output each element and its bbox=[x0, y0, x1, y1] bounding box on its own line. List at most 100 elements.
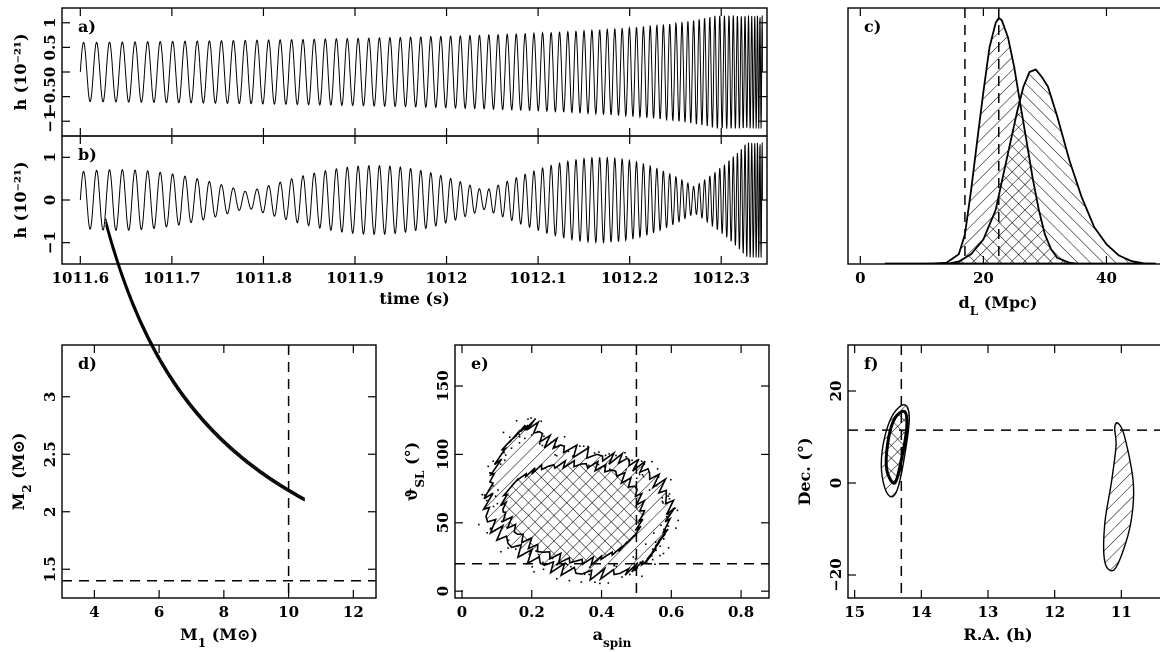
spin-speckle bbox=[542, 561, 544, 564]
spin-speckle bbox=[527, 418, 529, 420]
spin-speckle bbox=[635, 477, 638, 480]
spin-speckle bbox=[659, 545, 662, 547]
spin-speckle bbox=[656, 468, 659, 470]
spin-speckle bbox=[526, 427, 529, 430]
spin-speckle bbox=[486, 532, 488, 534]
d-ylabel: M2 (M⊙) bbox=[9, 433, 34, 511]
spin-speckle bbox=[641, 474, 644, 476]
spin-speckle bbox=[608, 453, 610, 455]
spin-speckle bbox=[485, 499, 488, 502]
a-waveform bbox=[79, 15, 767, 129]
a-ytick-label: −0.5 bbox=[41, 77, 59, 116]
b-xtick-label: 1011.6 bbox=[52, 269, 109, 287]
spin-speckle bbox=[588, 464, 590, 467]
b-ylabel: h (10⁻²¹) bbox=[11, 161, 30, 238]
spin-speckle bbox=[668, 513, 670, 515]
f-xtick-label: 11 bbox=[1111, 603, 1132, 621]
sky-region-1-core bbox=[884, 409, 909, 485]
spin-speckle bbox=[642, 475, 645, 478]
c-frame bbox=[847, 7, 1160, 265]
panel-d: 4 6 8 10 121.522.53d)M1 (M⊙)M2 (M⊙) bbox=[9, 218, 377, 650]
spin-speckle bbox=[533, 571, 535, 573]
a-frame bbox=[61, 7, 768, 137]
b-xtick-label: 1012 bbox=[426, 269, 468, 287]
spin-speckle bbox=[639, 561, 642, 564]
spin-speckle bbox=[489, 528, 492, 530]
spin-speckle bbox=[583, 573, 586, 576]
spin-speckle bbox=[663, 538, 665, 540]
spin-speckle bbox=[604, 454, 607, 457]
spin-speckle bbox=[654, 563, 656, 565]
spin-speckle bbox=[615, 565, 618, 568]
d-ylabel-main: M bbox=[9, 493, 28, 511]
spin-speckle bbox=[492, 460, 494, 462]
spin-speckle bbox=[494, 529, 496, 532]
spin-speckle bbox=[655, 484, 658, 487]
spin-speckle bbox=[483, 494, 486, 496]
spin-speckle bbox=[554, 445, 556, 447]
spin-speckle bbox=[539, 443, 541, 445]
f-xtick-label: 14 bbox=[911, 603, 932, 621]
spin-speckle bbox=[641, 575, 643, 578]
e-frame bbox=[454, 344, 770, 599]
spin-speckle bbox=[587, 445, 589, 448]
b-ytick-label: 1 bbox=[41, 152, 59, 162]
spin-speckle bbox=[662, 531, 665, 533]
spin-speckle bbox=[524, 437, 526, 440]
b-waveform bbox=[79, 142, 767, 258]
spin-speckle bbox=[651, 555, 653, 557]
d-xtick-label: 6 bbox=[154, 603, 164, 621]
spin-speckle bbox=[509, 436, 511, 438]
spin-speckle bbox=[555, 563, 558, 566]
spin-speckle bbox=[531, 566, 533, 568]
spin-speckle bbox=[530, 423, 533, 425]
c-label: c) bbox=[864, 17, 881, 36]
spin-speckle bbox=[518, 433, 520, 436]
spin-speckle bbox=[492, 484, 494, 487]
spin-speckle bbox=[568, 579, 571, 582]
spin-speckle bbox=[543, 435, 545, 438]
spin-speckle bbox=[529, 551, 531, 553]
d-ytick-label: 3 bbox=[41, 392, 59, 402]
spin-speckle bbox=[594, 581, 596, 583]
spin-speckle bbox=[503, 459, 506, 462]
spin-speckle bbox=[515, 435, 518, 437]
spin-speckle bbox=[675, 527, 677, 529]
e-ytick-label: 150 bbox=[434, 370, 452, 401]
e-ytick-label: 100 bbox=[434, 439, 452, 470]
spin-speckle bbox=[663, 528, 665, 531]
spin-speckle bbox=[625, 468, 627, 471]
a-ytick-label: 0.5 bbox=[41, 34, 59, 60]
spin-speckle bbox=[580, 581, 583, 583]
spin-speckle bbox=[534, 418, 536, 420]
spin-speckle bbox=[632, 556, 635, 558]
panel-e: 0 0.2 0.4 0.6 0.8 0 50 100 150 e) aspin ϑSL (°) bbox=[402, 344, 770, 650]
spin-speckle bbox=[668, 498, 671, 500]
spin-speckle bbox=[494, 495, 497, 497]
spin-speckle bbox=[570, 565, 572, 568]
d-xtick-label: 12 bbox=[343, 603, 364, 621]
spin-speckle bbox=[652, 548, 654, 550]
spin-speckle bbox=[555, 454, 558, 457]
spin-speckle bbox=[502, 431, 505, 434]
spin-speckle bbox=[662, 502, 664, 504]
spin-speckle bbox=[500, 520, 503, 523]
e-xlabel: aspin bbox=[593, 625, 632, 650]
spin-speckle bbox=[599, 582, 601, 585]
panel-b: −1 0 1 1011.6 1011.7 1011.8 1011.9 1012 1012.1 10… bbox=[11, 135, 768, 308]
spin-speckle bbox=[667, 525, 670, 527]
spin-speckle bbox=[629, 573, 631, 576]
c-xlabel: dL (Mpc) bbox=[959, 293, 1038, 318]
b-label: b) bbox=[78, 145, 97, 164]
spin-speckle bbox=[503, 451, 505, 454]
spin-speckle bbox=[627, 460, 630, 462]
b-xtick-label: 1012.3 bbox=[693, 269, 750, 287]
spin-speckle bbox=[625, 456, 627, 458]
e-xtick-label: 0.8 bbox=[728, 603, 754, 621]
b-ylabel-main: h (10⁻²¹) bbox=[11, 161, 30, 238]
spin-speckle bbox=[530, 434, 533, 436]
spin-speckle bbox=[525, 428, 527, 431]
spin-speckle bbox=[481, 493, 483, 496]
spin-speckle bbox=[645, 543, 647, 545]
